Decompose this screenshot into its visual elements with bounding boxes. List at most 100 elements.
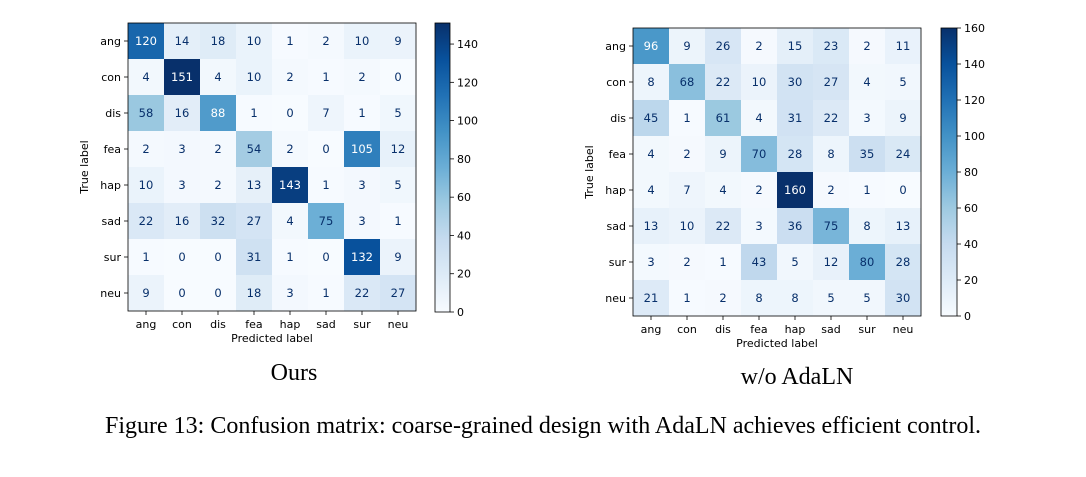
cell-value-label: 45 <box>644 111 659 125</box>
cell-value-label: 151 <box>171 70 193 84</box>
cell-value-label: 12 <box>391 142 406 156</box>
cell-value-label: 0 <box>178 286 185 300</box>
heatmap-cell <box>236 59 273 96</box>
heatmap-cell <box>777 28 814 65</box>
colorbar-tick-label: 60 <box>964 202 978 215</box>
heatmap-cell <box>777 280 814 317</box>
plot-frame <box>127 22 417 312</box>
heatmap-cell <box>885 64 922 101</box>
colorbar-tick-label: 140 <box>457 38 478 51</box>
heatmap-cell <box>344 239 381 276</box>
cell-value-label: 22 <box>355 286 370 300</box>
colorbar-tick-label: 80 <box>964 166 978 179</box>
heatmap-cell <box>633 172 670 209</box>
heatmap-cell <box>669 64 706 101</box>
heatmap-cell <box>777 64 814 101</box>
heatmap-cell <box>380 239 417 276</box>
heatmap-cell <box>164 239 201 276</box>
heatmap-cell <box>669 136 706 173</box>
cell-value-label: 36 <box>788 219 803 233</box>
cell-value-label: 143 <box>279 178 301 192</box>
cell-value-label: 2 <box>719 291 726 305</box>
heatmap-cell <box>236 95 273 132</box>
cell-value-label: 3 <box>358 214 365 228</box>
cell-value-label: 0 <box>286 106 293 120</box>
heatmap-cell <box>128 239 165 276</box>
cell-value-label: 2 <box>683 255 690 269</box>
cell-value-label: 2 <box>142 142 149 156</box>
heatmap-cell <box>200 275 237 312</box>
cell-value-label: 22 <box>139 214 154 228</box>
heatmap-cell <box>164 95 201 132</box>
cell-value-label: 0 <box>178 250 185 264</box>
cell-value-label: 3 <box>286 286 293 300</box>
heatmap-cell <box>272 167 309 204</box>
cell-value-label: 3 <box>178 142 185 156</box>
heatmap-cell <box>813 100 850 137</box>
colorbar-tick-label: 120 <box>457 76 478 89</box>
cell-value-label: 16 <box>175 214 190 228</box>
cell-value-label: 1 <box>683 111 690 125</box>
heatmap-cell <box>813 172 850 209</box>
cell-value-label: 27 <box>247 214 262 228</box>
heatmap-cell <box>164 167 201 204</box>
heatmap-cell <box>128 59 165 96</box>
x-tick-label: hap <box>280 318 301 331</box>
cell-value-label: 0 <box>322 142 329 156</box>
heatmap-cell <box>849 136 886 173</box>
heatmap-cell <box>705 172 742 209</box>
cell-value-label: 1 <box>322 178 329 192</box>
cell-value-label: 13 <box>247 178 262 192</box>
heatmap-cell <box>344 59 381 96</box>
heatmap-cell <box>272 203 309 240</box>
y-tick-label: sur <box>104 251 122 264</box>
cell-value-label: 16 <box>175 106 190 120</box>
x-tick-label: sur <box>858 323 876 336</box>
confusion-matrix-wo-adaln: 96 9 26 2 15 23 2 118 68 22 10 30 27 4 545 1 61 4 31 22 3 94 2… <box>583 22 985 350</box>
cell-value-label: 8 <box>791 291 798 305</box>
heatmap-cell <box>128 131 165 168</box>
x-axis-label: Predicted label <box>231 332 313 345</box>
cell-value-label: 160 <box>784 183 806 197</box>
cell-value-label: 9 <box>719 147 726 161</box>
colorbar-tick-label: 60 <box>457 191 471 204</box>
cell-value-label: 5 <box>863 291 870 305</box>
cell-value-label: 10 <box>247 70 262 84</box>
x-tick-label: fea <box>750 323 767 336</box>
cell-value-label: 5 <box>827 291 834 305</box>
heatmap-cell <box>344 203 381 240</box>
y-tick-label: ang <box>100 35 121 48</box>
cell-value-label: 1 <box>358 106 365 120</box>
cell-value-label: 0 <box>322 250 329 264</box>
heatmap-cell <box>885 172 922 209</box>
cell-value-label: 8 <box>863 219 870 233</box>
heatmap-cell <box>813 64 850 101</box>
heatmap-cell <box>669 244 706 281</box>
cell-value-label: 3 <box>647 255 654 269</box>
cell-value-label: 4 <box>755 111 762 125</box>
cell-value-label: 31 <box>247 250 262 264</box>
heatmap-cell <box>777 172 814 209</box>
heatmap-cell <box>128 23 165 60</box>
y-tick-label: dis <box>105 107 121 120</box>
cell-value-label: 14 <box>175 34 190 48</box>
cell-value-label: 4 <box>719 183 726 197</box>
heatmap-cell <box>885 244 922 281</box>
cell-value-label: 70 <box>752 147 767 161</box>
heatmap-cell <box>272 95 309 132</box>
heatmap-cell <box>236 275 273 312</box>
heatmap-cell <box>885 100 922 137</box>
cell-value-label: 1 <box>322 70 329 84</box>
cell-value-label: 1 <box>286 250 293 264</box>
cell-value-label: 32 <box>211 214 226 228</box>
cell-value-label: 9 <box>394 34 401 48</box>
cell-value-label: 27 <box>824 75 839 89</box>
heatmap-cell <box>308 275 345 312</box>
heatmap-cell <box>849 172 886 209</box>
panel-caption-wo-adaln: w/o AdaLN <box>740 364 854 390</box>
heatmap-cell <box>633 208 670 245</box>
cell-value-label: 61 <box>716 111 731 125</box>
cell-value-label: 13 <box>896 219 911 233</box>
heatmap-cell <box>272 275 309 312</box>
heatmap-cell <box>272 239 309 276</box>
